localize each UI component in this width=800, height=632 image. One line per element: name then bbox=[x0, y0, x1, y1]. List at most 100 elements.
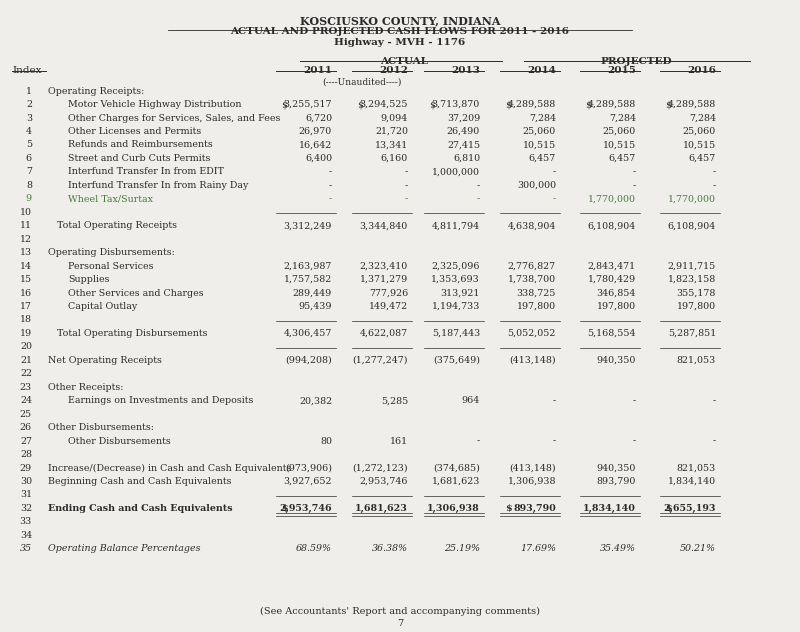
Text: 27: 27 bbox=[20, 437, 32, 446]
Text: 1,738,700: 1,738,700 bbox=[508, 275, 556, 284]
Text: Capital Outlay: Capital Outlay bbox=[68, 302, 138, 311]
Text: KOSCIUSKO COUNTY, INDIANA: KOSCIUSKO COUNTY, INDIANA bbox=[300, 16, 500, 27]
Text: 21: 21 bbox=[20, 356, 32, 365]
Text: Ending Cash and Cash Equivalents: Ending Cash and Cash Equivalents bbox=[48, 504, 233, 513]
Text: Other Disbursements: Other Disbursements bbox=[68, 437, 170, 446]
Text: 3,927,652: 3,927,652 bbox=[283, 477, 332, 486]
Text: -: - bbox=[713, 396, 716, 405]
Text: Refunds and Reimbursements: Refunds and Reimbursements bbox=[68, 140, 213, 149]
Text: 6,400: 6,400 bbox=[305, 154, 332, 163]
Text: 28: 28 bbox=[20, 450, 32, 459]
Text: Operating Disbursements:: Operating Disbursements: bbox=[48, 248, 175, 257]
Text: 17.69%: 17.69% bbox=[520, 544, 556, 553]
Text: Supplies: Supplies bbox=[68, 275, 110, 284]
Text: 8: 8 bbox=[26, 181, 32, 190]
Text: 29: 29 bbox=[20, 463, 32, 473]
Text: 5: 5 bbox=[26, 140, 32, 149]
Text: 13: 13 bbox=[20, 248, 32, 257]
Text: 6,720: 6,720 bbox=[305, 114, 332, 123]
Text: 4,306,457: 4,306,457 bbox=[284, 329, 332, 338]
Text: 1,834,140: 1,834,140 bbox=[668, 477, 716, 486]
Text: 940,350: 940,350 bbox=[597, 356, 636, 365]
Text: 17: 17 bbox=[20, 302, 32, 311]
Text: 940,350: 940,350 bbox=[597, 463, 636, 473]
Text: -: - bbox=[713, 167, 716, 176]
Text: 5,285: 5,285 bbox=[381, 396, 408, 405]
Text: 12: 12 bbox=[20, 234, 32, 244]
Text: ACTUAL AND PROJECTED CASH FLOWS FOR 2011 - 2016: ACTUAL AND PROJECTED CASH FLOWS FOR 2011… bbox=[230, 27, 570, 36]
Text: 26,490: 26,490 bbox=[446, 127, 480, 136]
Text: Other Disbursements:: Other Disbursements: bbox=[48, 423, 154, 432]
Text: -: - bbox=[477, 194, 480, 204]
Text: 16: 16 bbox=[20, 288, 32, 298]
Text: Total Operating Disbursements: Total Operating Disbursements bbox=[48, 329, 207, 338]
Text: (1,277,247): (1,277,247) bbox=[353, 356, 408, 365]
Text: Other Receipts:: Other Receipts: bbox=[48, 383, 123, 392]
Text: -: - bbox=[713, 181, 716, 190]
Text: 7: 7 bbox=[397, 619, 403, 628]
Text: 289,449: 289,449 bbox=[293, 288, 332, 298]
Text: 18: 18 bbox=[20, 315, 32, 324]
Text: 36.38%: 36.38% bbox=[372, 544, 408, 553]
Text: -: - bbox=[477, 181, 480, 190]
Text: 4: 4 bbox=[26, 127, 32, 136]
Text: Motor Vehicle Highway Distribution: Motor Vehicle Highway Distribution bbox=[68, 100, 242, 109]
Text: 80: 80 bbox=[320, 437, 332, 446]
Text: 3,294,525: 3,294,525 bbox=[359, 100, 408, 109]
Text: -: - bbox=[553, 437, 556, 446]
Text: 2,953,746: 2,953,746 bbox=[359, 477, 408, 486]
Text: 1,681,623: 1,681,623 bbox=[355, 504, 408, 513]
Text: 2,843,471: 2,843,471 bbox=[588, 262, 636, 270]
Text: 2014: 2014 bbox=[527, 66, 556, 75]
Text: 95,439: 95,439 bbox=[298, 302, 332, 311]
Text: 14: 14 bbox=[20, 262, 32, 270]
Text: 2,655,193: 2,655,193 bbox=[663, 504, 716, 513]
Text: 5,052,052: 5,052,052 bbox=[508, 329, 556, 338]
Text: 2,776,827: 2,776,827 bbox=[508, 262, 556, 270]
Text: 16,642: 16,642 bbox=[298, 140, 332, 149]
Text: Street and Curb Cuts Permits: Street and Curb Cuts Permits bbox=[68, 154, 210, 163]
Text: 7,284: 7,284 bbox=[529, 114, 556, 123]
Text: 2013: 2013 bbox=[451, 66, 480, 75]
Text: 2: 2 bbox=[26, 100, 32, 109]
Text: 24: 24 bbox=[20, 396, 32, 405]
Text: -: - bbox=[477, 437, 480, 446]
Text: (973,906): (973,906) bbox=[285, 463, 332, 473]
Text: 13,341: 13,341 bbox=[374, 140, 408, 149]
Text: 7,284: 7,284 bbox=[609, 114, 636, 123]
Text: 22: 22 bbox=[20, 369, 32, 379]
Text: -: - bbox=[405, 167, 408, 176]
Text: (375,649): (375,649) bbox=[433, 356, 480, 365]
Text: 4,289,588: 4,289,588 bbox=[588, 100, 636, 109]
Text: 68.59%: 68.59% bbox=[296, 544, 332, 553]
Text: 6,810: 6,810 bbox=[453, 154, 480, 163]
Text: 6,108,904: 6,108,904 bbox=[588, 221, 636, 230]
Text: 9: 9 bbox=[26, 194, 32, 204]
Text: 4,811,794: 4,811,794 bbox=[432, 221, 480, 230]
Text: (----Unaudited----): (----Unaudited----) bbox=[322, 77, 402, 86]
Text: 21,720: 21,720 bbox=[375, 127, 408, 136]
Text: 1,681,623: 1,681,623 bbox=[432, 477, 480, 486]
Text: $: $ bbox=[505, 504, 511, 513]
Text: 31: 31 bbox=[20, 490, 32, 499]
Text: -: - bbox=[329, 167, 332, 176]
Text: -: - bbox=[329, 194, 332, 204]
Text: 1,780,429: 1,780,429 bbox=[588, 275, 636, 284]
Text: $: $ bbox=[665, 504, 671, 513]
Text: Wheel Tax/Surtax: Wheel Tax/Surtax bbox=[68, 194, 153, 204]
Text: 6: 6 bbox=[26, 154, 32, 163]
Text: 1,834,140: 1,834,140 bbox=[583, 504, 636, 513]
Text: 25,060: 25,060 bbox=[602, 127, 636, 136]
Text: 821,053: 821,053 bbox=[677, 356, 716, 365]
Text: 50.21%: 50.21% bbox=[680, 544, 716, 553]
Text: 355,178: 355,178 bbox=[677, 288, 716, 298]
Text: Net Operating Receipts: Net Operating Receipts bbox=[48, 356, 162, 365]
Text: 1,770,000: 1,770,000 bbox=[668, 194, 716, 204]
Text: 1,194,733: 1,194,733 bbox=[432, 302, 480, 311]
Text: 893,790: 893,790 bbox=[514, 504, 556, 513]
Text: 33: 33 bbox=[20, 518, 32, 526]
Text: 2,163,987: 2,163,987 bbox=[284, 262, 332, 270]
Text: 2,911,715: 2,911,715 bbox=[668, 262, 716, 270]
Text: 1,000,000: 1,000,000 bbox=[432, 167, 480, 176]
Text: 20: 20 bbox=[20, 343, 32, 351]
